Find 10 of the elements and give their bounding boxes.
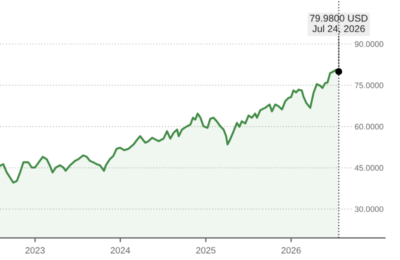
y-tick-label: 60.0000 bbox=[354, 124, 384, 130]
y-tick-label: 75.0000 bbox=[354, 82, 384, 88]
y-tick-label: 30.0000 bbox=[354, 206, 384, 212]
y-tick-label: 90.0000 bbox=[354, 41, 384, 48]
x-tick-label: 2023 bbox=[25, 247, 45, 254]
y-tick-label: 45.0000 bbox=[354, 165, 384, 171]
annotation: 79.9800 USD Jul 24, 2026 bbox=[310, 14, 368, 34]
x-tick-label: 2026 bbox=[282, 247, 301, 254]
x-tick-label: 2024 bbox=[110, 247, 130, 254]
x-tick-label: 2025 bbox=[196, 247, 216, 254]
